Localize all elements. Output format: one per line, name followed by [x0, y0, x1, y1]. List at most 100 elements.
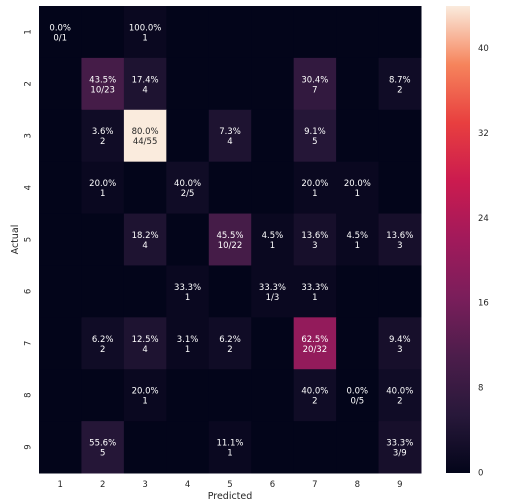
y-tick-label: 3 — [24, 133, 34, 138]
heatmap-cell — [378, 369, 422, 422]
cell-percent-label: 6.2% — [219, 335, 241, 345]
heatmap-cell — [81, 161, 125, 215]
cell-percent-label: 9.4% — [389, 335, 411, 345]
heatmap-cell — [166, 369, 210, 422]
y-axis-ticks: 1 2 3 4 5 6 7 8 9 — [24, 29, 34, 450]
cell-percent-label: 18.2% — [132, 231, 159, 241]
heatmap-cell — [166, 213, 210, 266]
heatmap-cell — [39, 57, 82, 111]
heatmap-cell — [39, 161, 82, 215]
y-tick-label: 8 — [24, 392, 34, 397]
cell-count-label: 3 — [312, 241, 317, 251]
heatmap-cell — [81, 109, 125, 163]
heatmap-cell — [336, 369, 380, 422]
heatmap-cell — [123, 213, 167, 266]
cell-count-label: 1 — [100, 189, 105, 199]
heatmap-cell — [378, 109, 422, 163]
heatmap-cell — [293, 421, 337, 474]
x-axis-label: Predicted — [208, 491, 253, 500]
heatmap-cell — [39, 369, 82, 422]
x-tick-label: 6 — [270, 480, 275, 490]
cell-percent-label: 80.0% — [132, 127, 159, 137]
heatmap-cell — [39, 421, 82, 474]
colorbar-ticks: 0 8 16 24 32 40 — [478, 44, 489, 479]
colorbar — [446, 6, 470, 473]
cell-percent-label: 3.1% — [177, 335, 199, 345]
cell-percent-label: 55.6% — [89, 439, 116, 449]
heatmap-cell — [293, 57, 337, 111]
cell-percent-label: 40.0% — [301, 387, 328, 397]
cell-count-label: 2 — [100, 137, 105, 147]
cell-count-label: 4 — [227, 137, 232, 147]
y-tick-label: 9 — [24, 444, 34, 449]
cell-percent-label: 9.1% — [304, 127, 326, 137]
cell-count-label: 4 — [142, 345, 147, 355]
cell-count-label: 1 — [142, 33, 147, 43]
cell-percent-label: 33.3% — [301, 283, 328, 293]
cell-count-label: 2 — [397, 397, 402, 407]
cell-count-label: 5 — [312, 137, 317, 147]
cell-percent-label: 12.5% — [132, 335, 159, 345]
heatmap-cell — [81, 213, 125, 266]
heatmap-cell — [166, 421, 210, 474]
heatmap-cell — [166, 109, 210, 163]
heatmap-cell — [39, 109, 82, 163]
heatmap-cell — [336, 109, 380, 163]
heatmap-cell — [166, 6, 210, 59]
cell-count-label: 2 — [100, 345, 105, 355]
cell-percent-label: 43.5% — [89, 75, 116, 85]
x-tick-label: 2 — [100, 480, 105, 490]
cell-count-label: 1 — [185, 345, 190, 355]
cell-count-label: 3/9 — [393, 449, 407, 459]
heatmap-cell — [81, 265, 125, 318]
cell-count-label: 0/1 — [53, 33, 67, 43]
colorbar-tick-label: 8 — [478, 384, 483, 394]
cell-count-label: 7 — [312, 85, 317, 95]
heatmap-cell — [166, 57, 210, 111]
x-tick-label: 9 — [397, 480, 402, 490]
y-tick-label: 7 — [24, 341, 34, 346]
cell-count-label: 2 — [397, 85, 402, 95]
cell-percent-label: 4.5% — [262, 231, 284, 241]
heatmap-cell — [39, 213, 82, 266]
x-axis-ticks: 1 2 3 4 5 6 7 8 9 — [58, 480, 403, 490]
cell-count-label: 1/3 — [266, 293, 280, 303]
cell-count-label: 1 — [227, 449, 232, 459]
x-tick-label: 1 — [58, 480, 63, 490]
heatmap-cell — [336, 57, 380, 111]
heatmap-cell — [378, 265, 422, 318]
heatmap-cell — [336, 421, 380, 474]
heatmap-cell — [251, 6, 295, 59]
heatmap-cell — [336, 265, 380, 318]
heatmap-cell — [378, 317, 422, 370]
heatmap-cell — [123, 369, 167, 422]
heatmap-cell — [81, 317, 125, 370]
y-axis-label: Actual — [10, 225, 21, 255]
heatmap-cell — [293, 161, 337, 215]
cell-count-label: 1 — [355, 241, 360, 251]
heatmap-cell — [81, 369, 125, 422]
cell-count-label: 1 — [270, 241, 275, 251]
cell-percent-label: 17.4% — [132, 75, 159, 85]
colorbar-tick-label: 0 — [478, 469, 483, 479]
cell-percent-label: 7.3% — [219, 127, 241, 137]
cell-count-label: 2 — [227, 345, 232, 355]
cell-count-label: 1 — [142, 397, 147, 407]
heatmap-cell — [251, 161, 295, 215]
heatmap-cell — [123, 421, 167, 474]
heatmap-cell — [251, 109, 295, 163]
y-tick-label: 4 — [24, 185, 34, 190]
cell-count-label: 0/5 — [350, 397, 364, 407]
colorbar-tick-label: 32 — [478, 129, 489, 139]
heatmap-cell — [208, 317, 252, 370]
heatmap-cell — [293, 6, 337, 59]
cell-count-label: 5 — [100, 449, 105, 459]
heatmap-cell — [378, 161, 422, 215]
y-tick-label: 6 — [24, 289, 34, 294]
heatmap-cell — [81, 421, 125, 474]
heatmap-cell — [39, 265, 82, 318]
y-tick-label: 1 — [24, 29, 34, 34]
heatmap-cell — [251, 421, 295, 474]
cell-count-label: 1 — [312, 189, 317, 199]
